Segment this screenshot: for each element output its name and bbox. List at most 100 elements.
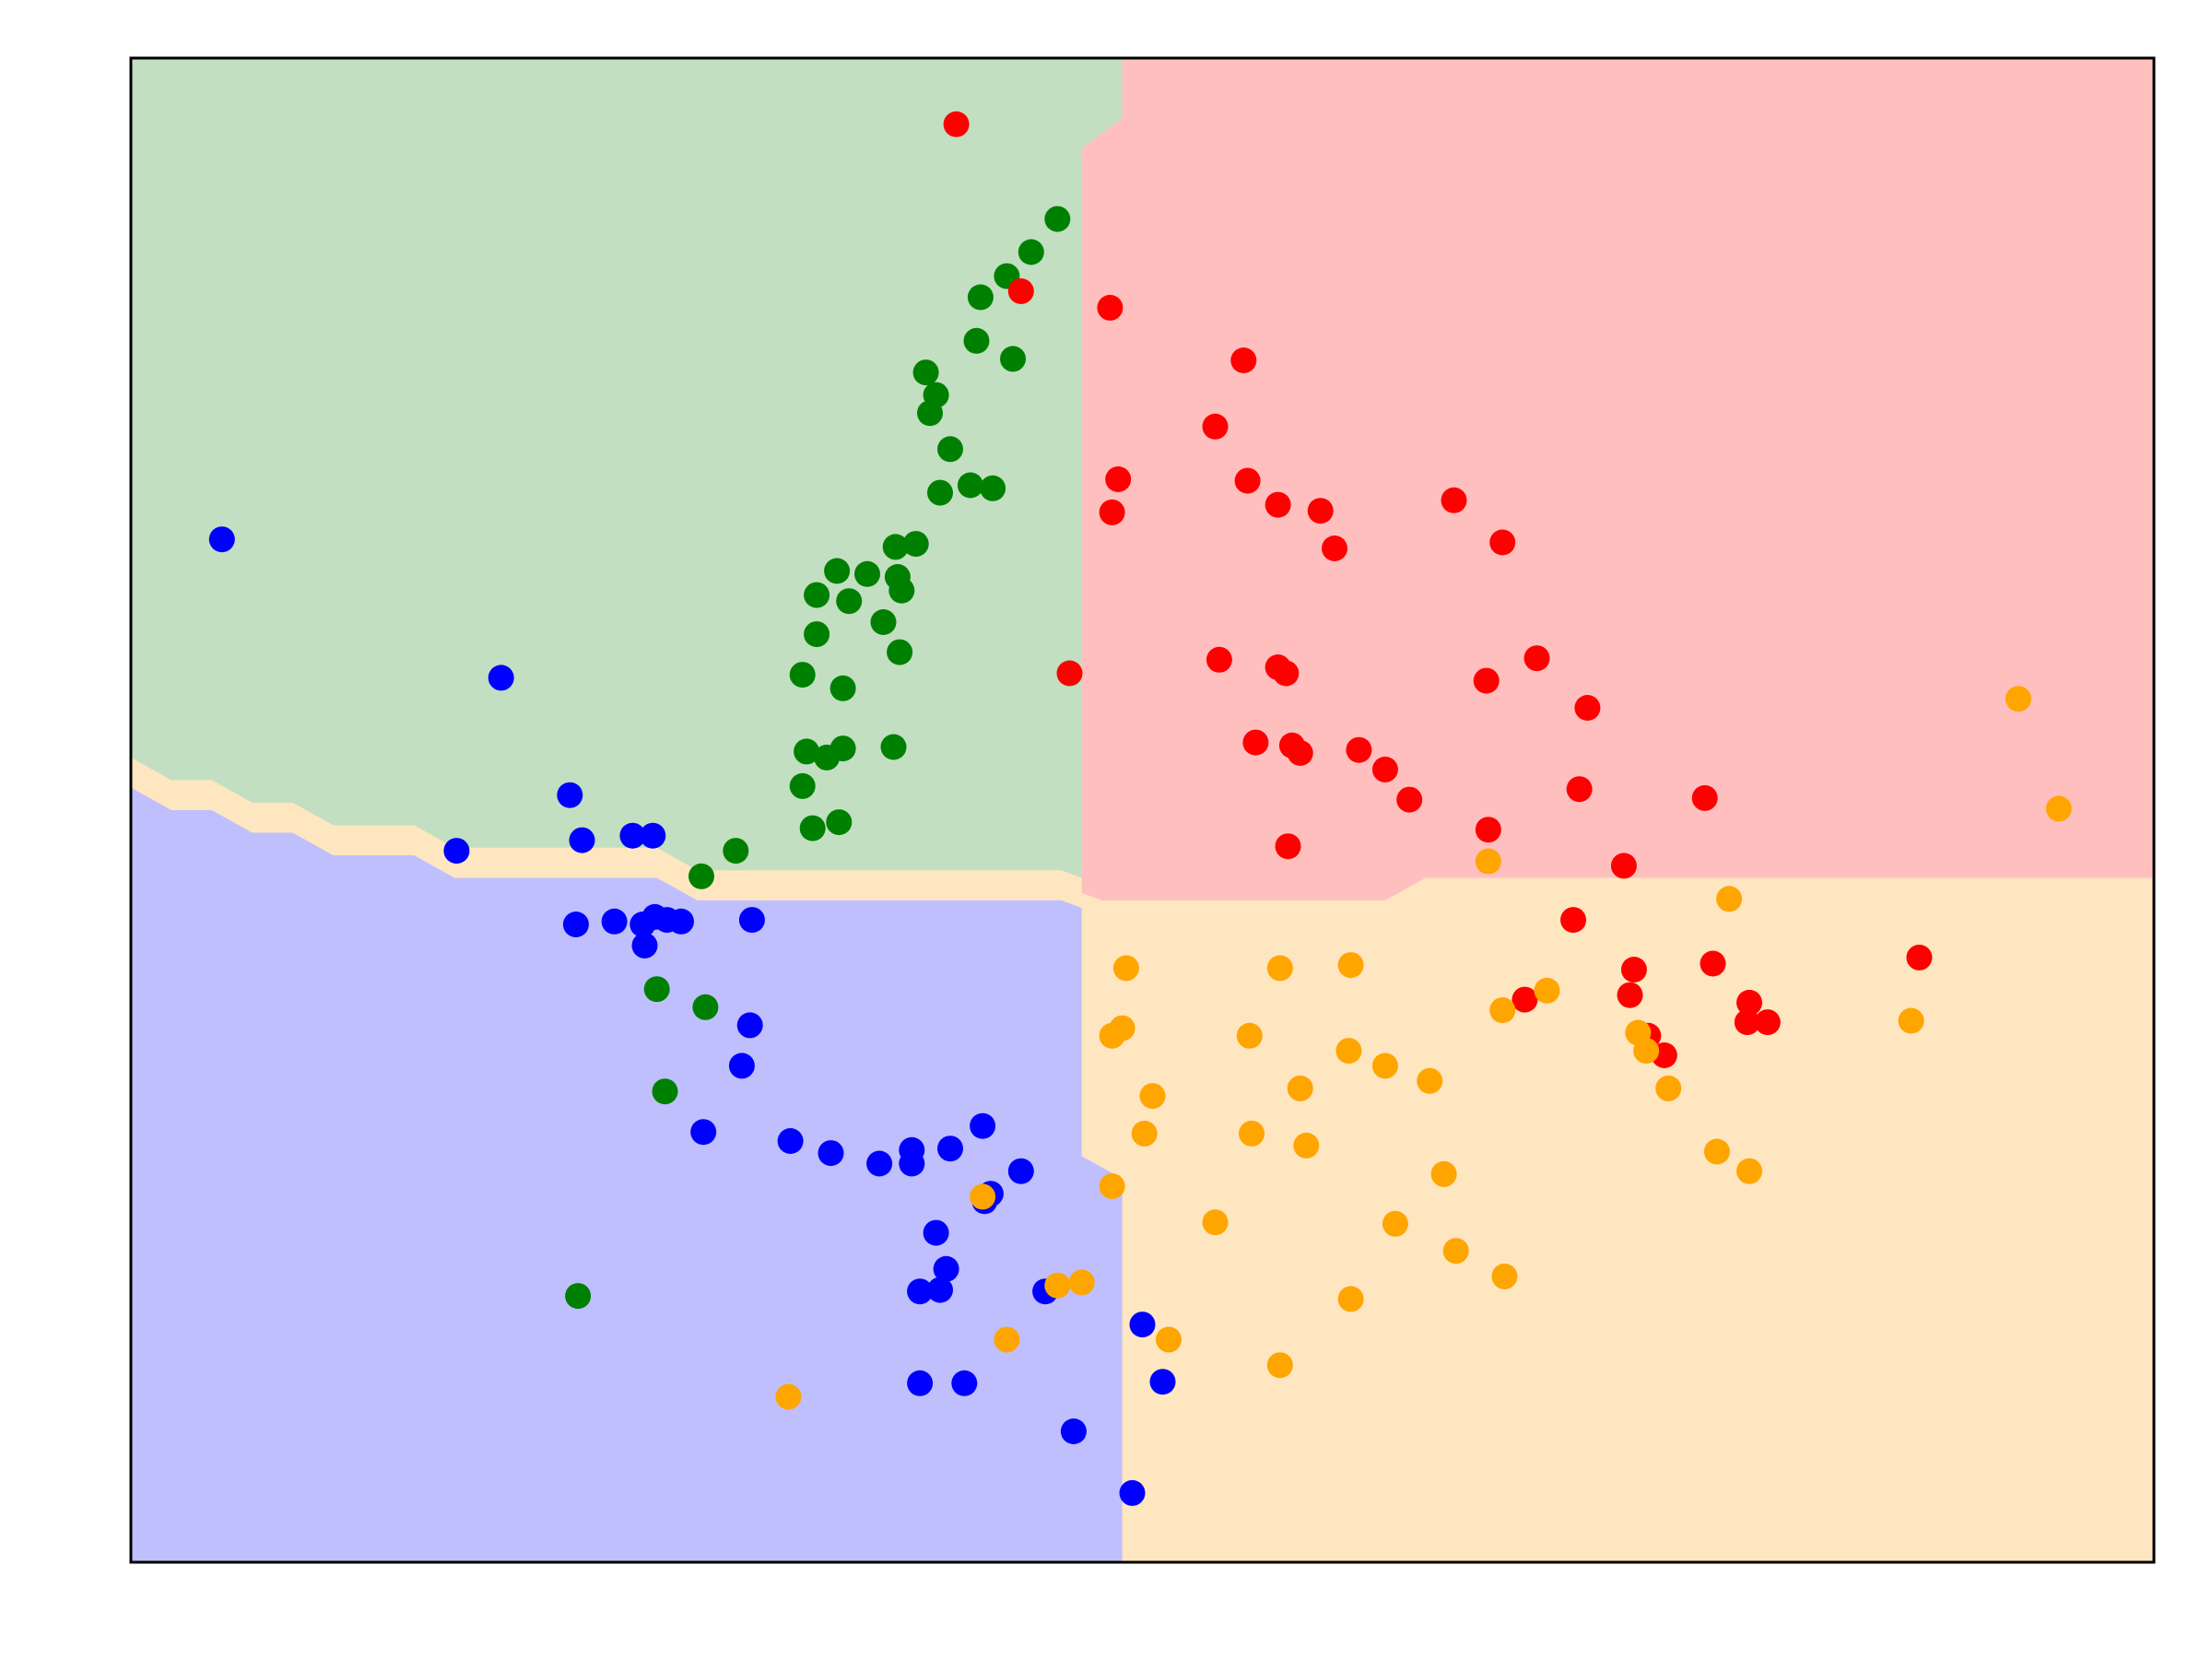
point-red bbox=[1371, 756, 1398, 782]
point-blue bbox=[1149, 1369, 1176, 1395]
series-green bbox=[565, 206, 1071, 1310]
point-green bbox=[912, 359, 939, 386]
point-orange bbox=[1534, 977, 1560, 1004]
decision-regions bbox=[131, 58, 2154, 1562]
point-orange bbox=[1655, 1075, 1682, 1101]
point-red bbox=[1441, 487, 1467, 513]
point-orange bbox=[1491, 1263, 1518, 1289]
point-red bbox=[943, 111, 970, 137]
point-red bbox=[1736, 989, 1762, 1016]
point-blue bbox=[208, 526, 235, 553]
point-orange bbox=[1475, 848, 1501, 875]
point-green bbox=[963, 327, 990, 354]
point-blue bbox=[640, 822, 666, 849]
point-blue bbox=[907, 1278, 934, 1305]
point-blue bbox=[690, 1119, 717, 1146]
point-orange bbox=[1335, 1038, 1362, 1065]
point-green bbox=[937, 436, 963, 463]
point-green bbox=[794, 738, 820, 765]
point-orange bbox=[1430, 1160, 1457, 1187]
point-red bbox=[1265, 491, 1291, 518]
point-orange bbox=[1633, 1038, 1660, 1065]
point-green bbox=[957, 472, 983, 499]
point-orange bbox=[1266, 1352, 1293, 1379]
point-red bbox=[1346, 736, 1372, 763]
point-red bbox=[1620, 957, 1647, 982]
point-green bbox=[888, 577, 915, 604]
point-blue bbox=[1007, 1158, 1034, 1184]
point-orange bbox=[1156, 1326, 1182, 1353]
point-red bbox=[1202, 413, 1229, 440]
series-orange bbox=[775, 686, 2072, 1410]
point-green bbox=[799, 815, 826, 841]
point-orange bbox=[2045, 795, 2072, 822]
point-red bbox=[1273, 660, 1300, 687]
point-green bbox=[814, 744, 841, 771]
point-green bbox=[643, 976, 670, 1003]
point-blue bbox=[951, 1370, 978, 1396]
point-red bbox=[1230, 347, 1257, 373]
point-blue bbox=[631, 932, 658, 959]
point-orange bbox=[1131, 1120, 1158, 1147]
point-red bbox=[1322, 535, 1347, 561]
point-blue bbox=[923, 1219, 949, 1246]
point-green bbox=[1044, 206, 1071, 232]
point-green bbox=[824, 558, 851, 584]
point-green bbox=[826, 809, 853, 836]
point-red bbox=[1754, 1009, 1781, 1036]
point-blue bbox=[866, 1150, 893, 1177]
point-orange bbox=[1293, 1132, 1320, 1159]
point-red bbox=[1234, 467, 1261, 494]
point-blue bbox=[818, 1140, 844, 1167]
point-orange bbox=[1266, 955, 1293, 982]
point-red bbox=[1206, 646, 1232, 673]
point-orange bbox=[1202, 1209, 1229, 1236]
point-blue bbox=[443, 838, 470, 865]
point-orange bbox=[1337, 952, 1364, 979]
point-orange bbox=[1337, 1286, 1364, 1312]
point-orange bbox=[994, 1326, 1020, 1353]
point-orange bbox=[775, 1383, 802, 1410]
point-blue bbox=[937, 1135, 963, 1162]
point-red bbox=[1617, 982, 1643, 1008]
point-green bbox=[830, 675, 856, 701]
point-orange bbox=[1703, 1138, 1730, 1165]
point-green bbox=[789, 662, 816, 688]
point-orange bbox=[1099, 1173, 1125, 1199]
point-green bbox=[980, 475, 1006, 501]
point-red bbox=[1512, 986, 1538, 1013]
region-blue bbox=[131, 787, 1123, 1562]
point-orange bbox=[970, 1183, 996, 1210]
point-green bbox=[692, 994, 719, 1020]
point-green bbox=[880, 734, 907, 760]
point-orange bbox=[1044, 1272, 1071, 1299]
point-blue bbox=[927, 1277, 953, 1303]
point-blue bbox=[777, 1128, 804, 1154]
point-green bbox=[882, 534, 909, 560]
point-orange bbox=[1489, 997, 1516, 1024]
point-green bbox=[917, 400, 943, 427]
point-orange bbox=[1139, 1083, 1166, 1110]
point-orange bbox=[1236, 1022, 1263, 1049]
point-green bbox=[804, 582, 830, 608]
point-green bbox=[789, 772, 816, 799]
point-red bbox=[1475, 817, 1501, 843]
plot-frame bbox=[129, 56, 2156, 1564]
point-blue bbox=[619, 822, 646, 849]
point-red bbox=[1396, 786, 1423, 813]
point-green bbox=[927, 479, 953, 506]
point-blue bbox=[569, 827, 595, 853]
point-red bbox=[1056, 660, 1083, 687]
point-green bbox=[887, 639, 913, 665]
point-green bbox=[1000, 346, 1026, 372]
point-red bbox=[1610, 853, 1637, 879]
point-orange bbox=[1442, 1238, 1469, 1265]
point-red bbox=[1097, 294, 1124, 321]
point-red bbox=[1524, 645, 1550, 672]
point-red bbox=[1560, 907, 1586, 934]
point-blue bbox=[738, 907, 765, 934]
point-blue bbox=[728, 1053, 755, 1079]
point-orange bbox=[1112, 955, 1139, 982]
